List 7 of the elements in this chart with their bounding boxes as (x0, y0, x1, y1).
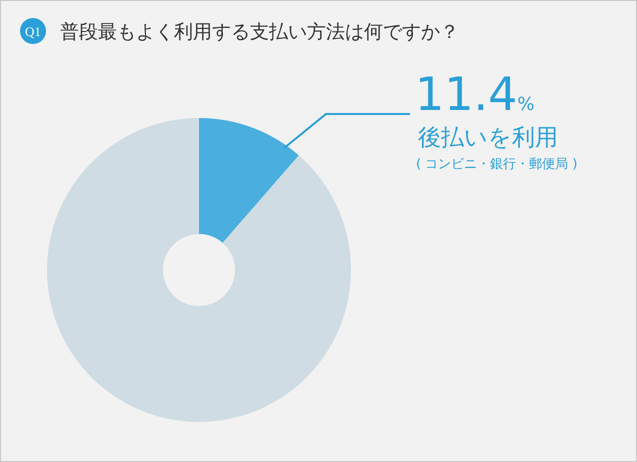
text: ( コンビニ・銀行・郵便局 ) (416, 157, 578, 172)
chart-title: 普段最もよく利用する支払い方法は何ですか？ (60, 21, 459, 43)
chart-subtitle: Q1 (25, 24, 41, 39)
slice-label: 後払いを利用 (418, 125, 558, 151)
donut-slice (199, 118, 299, 243)
donut-slice (47, 118, 351, 422)
data-label: 11.4% (415, 67, 535, 121)
